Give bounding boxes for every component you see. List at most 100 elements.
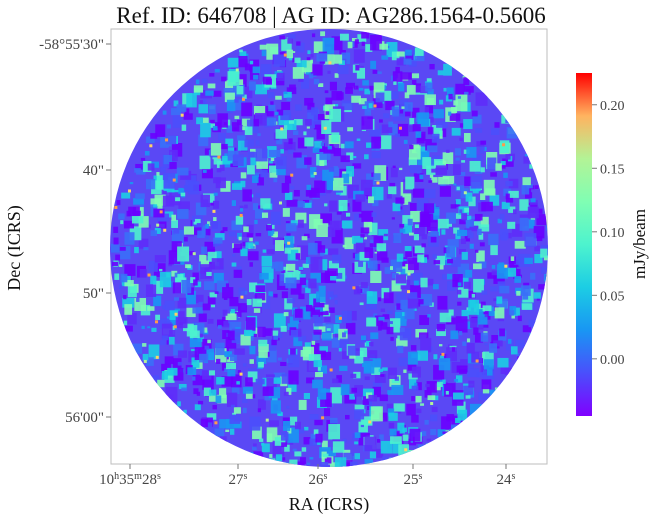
noise-cell [256,193,261,198]
noise-cell [184,113,193,119]
noise-cell [399,358,408,367]
noise-cell [464,282,471,289]
noise-cell [178,350,187,357]
noise-cell [194,85,203,92]
noise-cell [281,442,287,447]
noise-cell [217,113,228,127]
noise-cell [464,176,471,185]
noise-cell [332,255,341,264]
noise-cell [263,386,274,395]
noise-cell [325,98,332,105]
noise-cell [511,316,514,319]
noise-cell [364,247,373,258]
noise-cell [260,170,268,178]
noise-cell [428,395,436,400]
noise-cell [175,197,180,201]
noise-cell [417,351,428,361]
noise-cell [465,270,472,278]
noise-cell [228,71,240,86]
colorbar-tick-label: 0.10 [600,226,625,241]
noise-cell [480,141,486,145]
noise-cell [296,41,300,45]
noise-cell [196,80,200,85]
noise-cell [347,127,353,131]
noise-cell [371,406,383,421]
noise-cell [286,223,297,231]
noise-cell [485,314,488,317]
noise-cell [232,122,239,131]
noise-cell [392,106,399,116]
noise-cell [391,385,403,395]
noise-cell [370,332,378,339]
noise-cell [285,278,296,289]
noise-cell [244,140,254,148]
noise-cell [216,396,222,403]
noise-cell [213,126,218,131]
noise-cell [360,234,364,237]
noise-peak [476,359,479,362]
noise-cell [441,229,445,234]
noise-cell [408,219,413,226]
noise-cell [329,307,335,312]
x-tick-label: 26s [309,471,328,489]
noise-cell [320,31,325,36]
noise-cell [169,162,176,169]
x-ticks: 10h35m28s 27s 26s 25s 24s [99,464,515,488]
noise-cell [508,339,512,344]
noise-cell [425,83,432,92]
noise-cell [215,291,219,294]
noise-cell [314,360,322,367]
noise-cell [521,285,531,296]
noise-cell [540,249,547,258]
noise-cell [300,457,306,464]
noise-cell [273,178,277,182]
noise-cell [211,143,221,155]
noise-cell [151,328,156,332]
noise-cell [209,390,216,396]
noise-cell [453,393,464,400]
noise-cell [369,86,374,91]
noise-cell [203,304,211,311]
noise-cell [295,104,302,110]
noise-cell [258,340,267,347]
noise-cell [437,382,443,387]
noise-cell [413,189,424,198]
noise-cell [453,100,458,105]
noise-cell [120,247,126,251]
noise-cell [153,209,164,218]
noise-cell [481,333,488,342]
noise-cell [206,236,209,239]
noise-cell [291,330,298,337]
noise-cell [199,302,204,305]
noise-cell [323,454,329,457]
noise-cell [372,212,377,217]
noise-cell [160,272,171,287]
noise-cell [395,197,404,203]
noise-cell [438,177,449,185]
noise-cell [223,310,228,316]
noise-cell [434,260,441,264]
noise-cell [394,403,405,411]
noise-cell [472,294,475,298]
noise-cell [370,61,376,69]
noise-cell [515,241,526,249]
noise-cell [134,247,139,253]
noise-cell [340,34,349,41]
noise-cell [464,86,474,93]
noise-cell [194,222,197,225]
noise-cell [388,368,397,379]
noise-peak [376,181,379,184]
noise-cell [243,408,247,413]
noise-cell [397,423,404,431]
noise-cell [455,148,461,155]
noise-cell [267,433,272,440]
noise-cell [177,209,189,219]
noise-cell [455,158,459,161]
noise-cell [377,439,380,443]
noise-cell [300,278,306,286]
noise-cell [239,50,243,53]
noise-cell [481,202,493,212]
noise-cell [197,231,205,238]
noise-cell [439,100,443,105]
noise-cell [177,274,183,279]
